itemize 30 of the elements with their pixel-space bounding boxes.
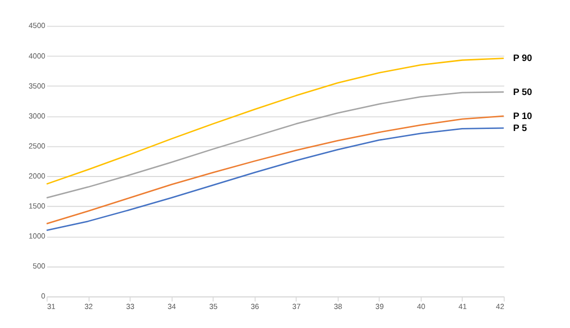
x-tick-label: 37 [292,302,301,311]
series-label: P 5 [513,122,527,133]
line-series [46,91,504,199]
x-tick-label: 38 [334,302,342,311]
y-tick-label: 1500 [28,202,46,211]
x-tick-label: 40 [416,302,426,311]
y-tick-label: 1000 [28,232,46,241]
x-tick-label: 33 [126,302,134,311]
y-tick-label: 4500 [28,21,46,30]
series-label: P 50 [513,86,532,97]
y-tick-label: 2500 [28,141,46,150]
x-tick-label: 36 [250,302,260,311]
line-series [46,58,504,185]
line-series [46,127,504,231]
series-label: P 10 [513,110,532,121]
y-tick-label: 500 [32,262,46,271]
x-tick-label: 42 [496,302,504,311]
x-tick-label: 32 [84,302,93,311]
y-tick-label: 4000 [28,51,46,60]
series-label: P 90 [513,53,532,64]
x-tick-label: 31 [47,302,56,311]
x-tick-label: 41 [458,302,467,311]
x-tick-label: 35 [209,302,218,311]
y-tick-label: 2000 [28,171,46,180]
y-tick-label: 3500 [28,81,46,90]
x-tick-label: 34 [168,302,176,311]
x-tick-label: 39 [375,302,384,311]
y-tick-label: 0 [41,292,46,301]
line-series [46,115,504,224]
y-tick-label: 3000 [28,111,46,120]
